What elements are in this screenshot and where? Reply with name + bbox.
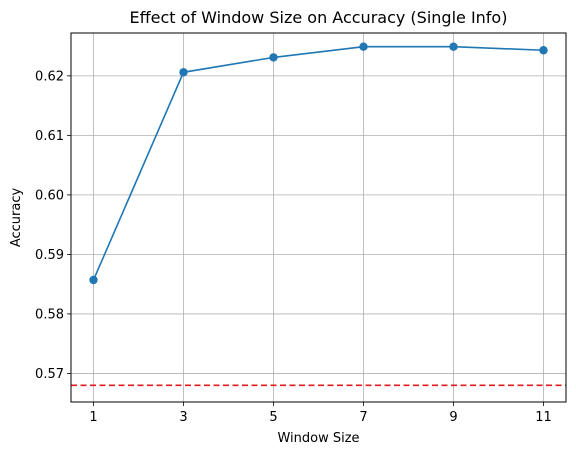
y-tick-label: 0.60 xyxy=(35,188,64,203)
series-group xyxy=(89,42,548,285)
grid xyxy=(71,33,566,402)
y-tick-label: 0.59 xyxy=(35,248,64,263)
x-tick-label: 11 xyxy=(535,410,552,425)
data-point xyxy=(179,68,188,77)
chart-title: Effect of Window Size on Accuracy (Singl… xyxy=(130,8,508,27)
data-point xyxy=(269,53,278,62)
y-tick-label: 0.58 xyxy=(35,307,64,322)
y-axis-ticks: 0.57 0.58 0.59 0.60 0.61 0.62 xyxy=(35,69,71,382)
data-point xyxy=(449,42,458,51)
x-tick-label: 7 xyxy=(359,410,367,425)
data-point xyxy=(539,46,548,55)
x-tick-label: 9 xyxy=(449,410,457,425)
series-line xyxy=(92,45,544,281)
y-axis-label: Accuracy xyxy=(9,188,24,248)
x-axis-label: Window Size xyxy=(277,431,359,446)
x-axis-ticks: 1 3 5 7 9 11 xyxy=(89,402,552,425)
y-tick-label: 0.62 xyxy=(35,69,64,84)
y-tick-label: 0.57 xyxy=(35,367,64,382)
data-point xyxy=(359,42,368,51)
x-tick-label: 1 xyxy=(89,410,97,425)
x-tick-label: 3 xyxy=(179,410,187,425)
plot-frame xyxy=(70,32,567,403)
x-tick-label: 5 xyxy=(269,410,277,425)
data-point xyxy=(89,275,98,285)
y-tick-label: 0.61 xyxy=(35,129,64,144)
